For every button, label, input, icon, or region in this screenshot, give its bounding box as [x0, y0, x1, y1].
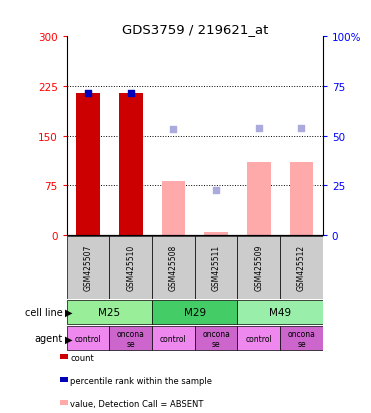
Bar [237, 326, 280, 351]
Text: GSM425510: GSM425510 [126, 244, 135, 290]
Text: ▶: ▶ [65, 333, 72, 344]
Text: ▶: ▶ [65, 307, 72, 317]
Text: GSM425512: GSM425512 [297, 244, 306, 290]
Point [85, 90, 91, 97]
Bar [247, 163, 270, 235]
Text: agent: agent [35, 333, 63, 344]
Bar [60, 377, 68, 382]
Point [171, 126, 177, 133]
Bar [280, 326, 323, 351]
Text: oncona
se: oncona se [117, 329, 145, 348]
Bar [109, 236, 152, 299]
Bar [76, 93, 100, 235]
Text: count: count [70, 354, 94, 362]
Point [128, 90, 134, 97]
Text: control: control [160, 334, 187, 343]
Bar [237, 301, 323, 324]
Bar [67, 326, 109, 351]
Text: M29: M29 [184, 307, 206, 317]
Bar [67, 301, 152, 324]
Bar [290, 163, 313, 235]
Bar [162, 181, 185, 235]
Bar [109, 326, 152, 351]
Text: M25: M25 [98, 307, 121, 317]
Point [213, 187, 219, 194]
Title: GDS3759 / 219621_at: GDS3759 / 219621_at [122, 23, 268, 36]
Text: cell line: cell line [25, 307, 63, 317]
Text: value, Detection Call = ABSENT: value, Detection Call = ABSENT [70, 399, 204, 408]
Text: percentile rank within the sample: percentile rank within the sample [70, 376, 213, 385]
Bar [195, 236, 237, 299]
Bar [119, 93, 142, 235]
Text: oncona
se: oncona se [288, 329, 315, 348]
Bar [152, 236, 195, 299]
Text: control: control [245, 334, 272, 343]
Bar [67, 236, 109, 299]
Text: control: control [75, 334, 102, 343]
Bar [237, 236, 280, 299]
Text: GSM425509: GSM425509 [254, 244, 263, 291]
Bar [152, 326, 195, 351]
Text: M49: M49 [269, 307, 291, 317]
Bar [152, 301, 237, 324]
Bar [60, 354, 68, 359]
Text: oncona
se: oncona se [202, 329, 230, 348]
Point [256, 125, 262, 132]
Text: GSM425508: GSM425508 [169, 244, 178, 290]
Bar [60, 399, 68, 405]
Text: GSM425507: GSM425507 [83, 244, 93, 291]
Bar [195, 326, 237, 351]
Bar [204, 232, 228, 235]
Text: GSM425511: GSM425511 [211, 244, 221, 290]
Bar [280, 236, 323, 299]
Point [298, 125, 304, 132]
